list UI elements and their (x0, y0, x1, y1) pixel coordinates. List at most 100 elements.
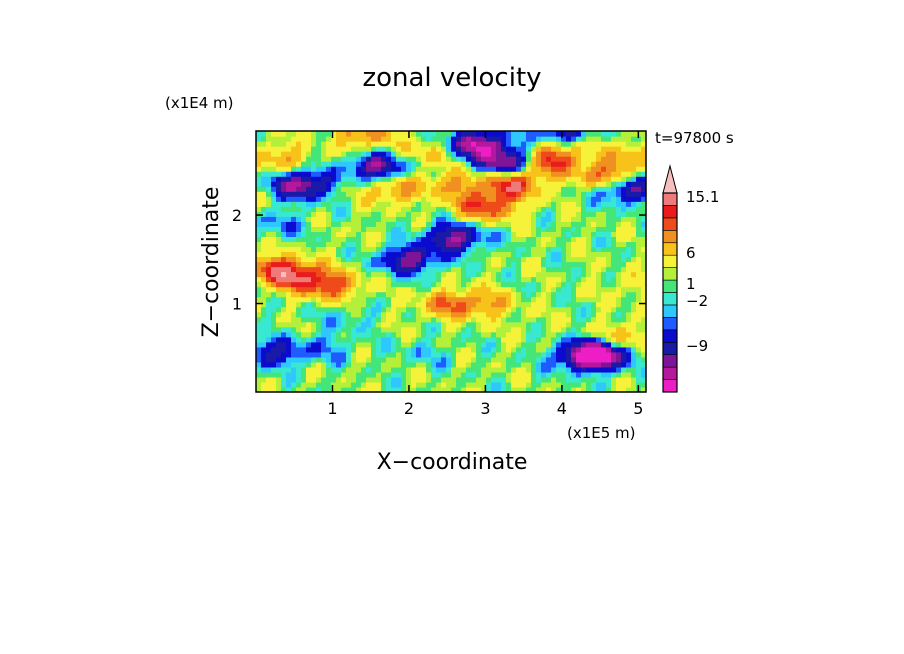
field-cell (271, 371, 277, 378)
field-cell (421, 371, 427, 378)
field-cell (481, 316, 487, 323)
field-cell (426, 226, 432, 232)
field-cell (446, 211, 452, 217)
field-cell (571, 321, 577, 328)
field-cell (256, 176, 262, 182)
field-cell (571, 181, 577, 187)
field-cell (391, 256, 397, 263)
field-cell (526, 316, 532, 323)
field-cell (471, 376, 477, 383)
field-cell (476, 386, 482, 392)
field-cell (321, 326, 327, 333)
field-cell (531, 381, 537, 388)
field-cell (596, 196, 602, 202)
field-cell (441, 206, 447, 212)
field-cell (436, 331, 442, 338)
field-cell (526, 186, 532, 192)
field-cell (326, 241, 332, 248)
field-cell (576, 216, 582, 222)
field-cell (501, 301, 507, 308)
field-cell (621, 171, 627, 177)
field-cell (516, 196, 522, 202)
field-cell (541, 151, 547, 157)
field-cell (371, 146, 377, 152)
field-cell (401, 296, 407, 303)
field-cell (546, 141, 552, 147)
field-cell (281, 371, 287, 378)
field-cell (481, 236, 487, 243)
field-cell (521, 336, 527, 343)
field-cell (476, 236, 482, 243)
field-cell (431, 261, 437, 268)
field-cell (581, 266, 587, 273)
field-cell (631, 376, 637, 383)
field-cell (556, 211, 562, 217)
field-cell (361, 136, 367, 142)
field-cell (421, 301, 427, 308)
field-cell (261, 236, 267, 243)
field-cell (421, 151, 427, 157)
field-cell (456, 166, 462, 172)
field-cell (626, 316, 632, 323)
field-cell (426, 151, 432, 157)
field-cell (451, 166, 457, 172)
field-cell (321, 176, 327, 182)
field-cell (631, 186, 637, 192)
field-cell (271, 356, 277, 363)
field-cell (416, 356, 422, 363)
field-cell (591, 136, 597, 142)
field-cell (631, 296, 637, 303)
field-cell (491, 271, 497, 278)
field-cell (521, 251, 527, 258)
field-cell (601, 271, 607, 278)
field-cell (566, 201, 572, 207)
field-cell (256, 286, 262, 293)
field-cell (506, 336, 512, 343)
field-cell (516, 271, 522, 278)
field-cell (481, 361, 487, 368)
field-cell (491, 311, 497, 318)
field-cell (271, 241, 277, 248)
field-cell (371, 206, 377, 212)
field-cell (466, 181, 472, 187)
field-cell (511, 381, 517, 388)
field-cell (271, 266, 277, 273)
field-cell (626, 366, 632, 373)
field-cell (516, 251, 522, 258)
field-cell (501, 216, 507, 222)
field-cell (636, 191, 642, 197)
field-cell (536, 351, 542, 358)
field-cell (536, 226, 542, 232)
field-cell (641, 321, 646, 328)
field-cell (641, 181, 646, 187)
field-cell (496, 301, 502, 308)
field-cell (566, 346, 572, 353)
field-cell (486, 251, 492, 258)
field-cell (451, 181, 457, 187)
field-cell (536, 216, 542, 222)
field-cell (456, 221, 462, 227)
field-cell (486, 291, 492, 298)
field-cell (526, 381, 532, 388)
field-cell (406, 211, 412, 217)
field-cell (366, 266, 372, 273)
field-cell (416, 311, 422, 318)
field-cell (441, 131, 447, 137)
field-cell (421, 181, 427, 187)
field-cell (326, 161, 332, 167)
field-cell (596, 266, 602, 273)
field-cell (401, 256, 407, 263)
field-cell (481, 201, 487, 207)
field-cell (451, 321, 457, 328)
field-cell (266, 271, 272, 278)
field-cell (376, 196, 382, 202)
field-cell (481, 141, 487, 147)
field-cell (316, 381, 322, 388)
field-cell (516, 176, 522, 182)
field-cell (596, 191, 602, 197)
field-cell (511, 271, 517, 278)
field-cell (561, 286, 567, 293)
field-cell (326, 306, 332, 313)
field-cell (266, 236, 272, 243)
field-cell (351, 356, 357, 363)
